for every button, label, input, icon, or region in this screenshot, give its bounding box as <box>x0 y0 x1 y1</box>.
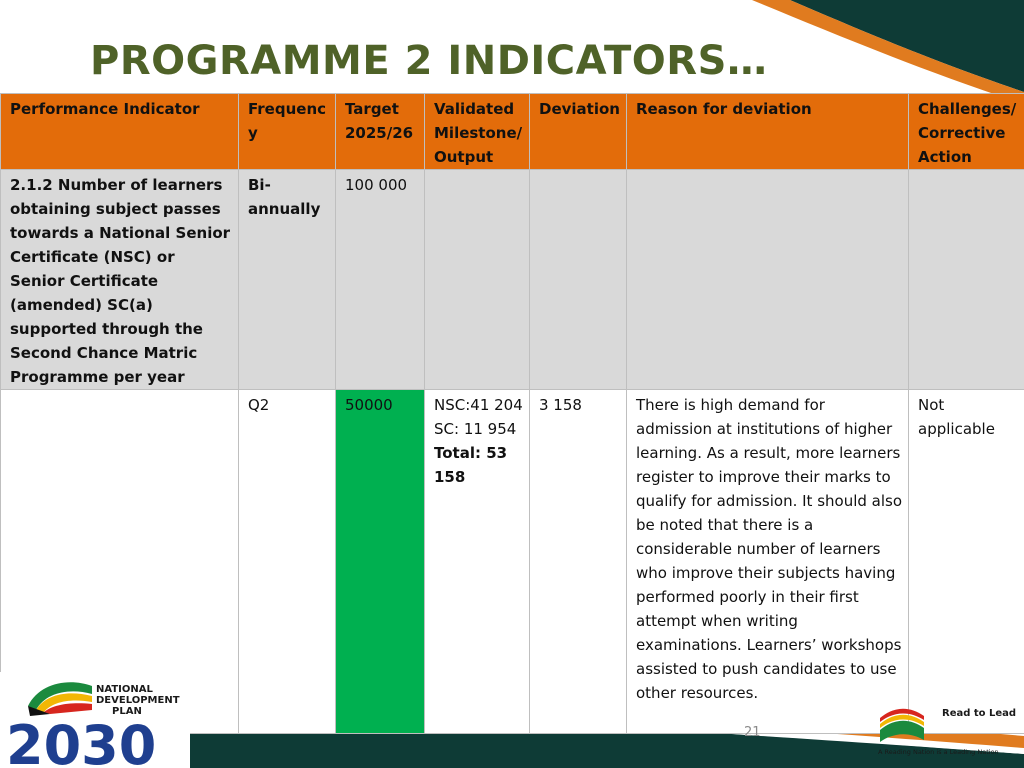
milestone-total: Total: 53 158 <box>434 444 508 486</box>
open-book-icon <box>880 708 924 742</box>
table-header-row: Performance Indicator Frequency Target 2… <box>0 93 1024 170</box>
indicators-table: Performance Indicator Frequency Target 2… <box>0 93 1024 734</box>
header-validated-milestone: Validated Milestone/ Output <box>424 93 530 170</box>
header-target: Target 2025/26 <box>335 93 425 170</box>
header-deviation: Deviation <box>529 93 627 170</box>
read-to-lead-tagline: A Reading Nation is a Leading Nation <box>878 748 999 756</box>
ndp-year: 2030 <box>6 714 156 768</box>
annual-target-cell: 100 000 <box>335 169 425 390</box>
milestone-nsc: NSC:41 204 <box>434 396 523 414</box>
frequency-cell: Bi-annually <box>238 169 336 390</box>
period-cell: Q2 <box>238 389 336 734</box>
milestone-cell: NSC:41 204 SC: 11 954 Total: 53 158 <box>424 389 530 734</box>
empty-cell <box>529 169 627 390</box>
header-frequency: Frequency <box>238 93 336 170</box>
empty-cell <box>908 169 1024 390</box>
header-reason-for-deviation: Reason for deviation <box>626 93 909 170</box>
ndp-line3: PLAN <box>112 706 142 717</box>
deviation-cell: 3 158 <box>529 389 627 734</box>
empty-cell <box>626 169 909 390</box>
indicator-cell: 2.1.2 Number of learners obtaining subje… <box>0 169 239 390</box>
top-right-dark-swoosh <box>790 0 1024 92</box>
ndp-line2: DEVELOPMENT <box>96 695 180 706</box>
ndp-line1: NATIONAL <box>96 684 153 695</box>
header-performance-indicator: Performance Indicator <box>0 93 239 170</box>
ndp-2030-logo: NATIONAL DEVELOPMENT PLAN 2030 <box>0 672 190 768</box>
milestone-sc: SC: 11 954 <box>434 420 517 438</box>
reason-cell: There is high demand for admission at in… <box>626 389 909 734</box>
table-row: 2.1.2 Number of learners obtaining subje… <box>0 169 1024 390</box>
page-number: 21 <box>744 725 761 740</box>
flag-icon <box>28 682 92 710</box>
challenges-cell: Not applicable <box>908 389 1024 734</box>
quarter-target-cell: 50000 <box>335 389 425 734</box>
empty-cell <box>424 169 530 390</box>
read-to-lead-logo: Read to Lead A Reading Nation is a Leadi… <box>878 708 1016 756</box>
slide-title: PROGRAMME 2 INDICATORS… <box>90 38 768 84</box>
header-challenges: Challenges/ Corrective Action <box>908 93 1024 170</box>
read-to-lead-text: Read to Lead <box>942 708 1016 719</box>
top-right-orange-swoosh <box>752 0 1024 104</box>
